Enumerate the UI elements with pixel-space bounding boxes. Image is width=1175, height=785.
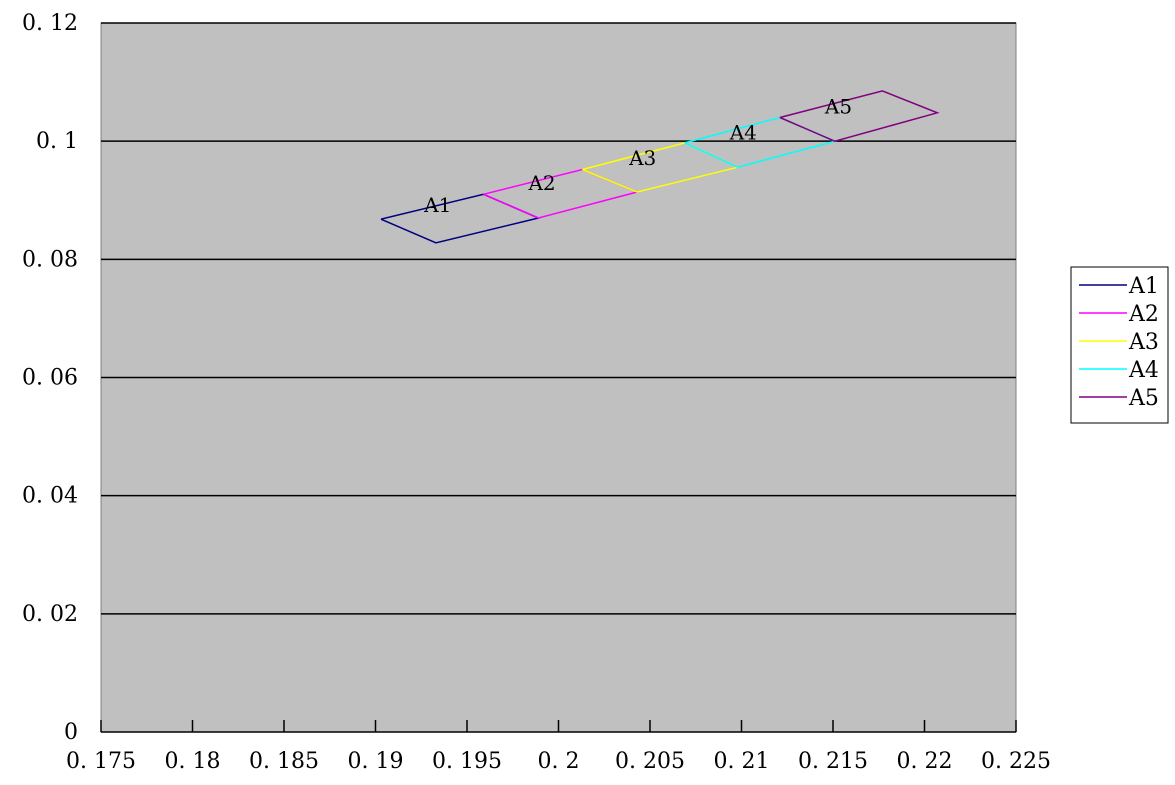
legend-label-a4: A4 <box>1128 358 1159 383</box>
x-tick-label: 0. 225 <box>981 749 1051 774</box>
region-label-a5: A5 <box>824 94 852 118</box>
x-tick-label: 0. 21 <box>714 749 770 774</box>
y-tick-label: 0 <box>64 720 78 745</box>
x-tick-label: 0. 175 <box>66 749 136 774</box>
legend: A1 A2 A3 A4 A5 <box>1070 266 1169 424</box>
region-label-a2: A2 <box>527 171 555 195</box>
y-tick-label: 0. 1 <box>36 129 78 154</box>
series-group <box>380 90 940 244</box>
x-tick-label: 0. 2 <box>538 749 580 774</box>
y-tick-label: 0. 08 <box>22 247 78 272</box>
x-tick-label: 0. 19 <box>348 749 404 774</box>
y-tick-label: 0. 04 <box>22 484 78 509</box>
axes: 0 0. 02 0. 04 0. 06 0. 08 0. 1 0. 12 0. 175 0. 1… <box>22 11 1051 774</box>
grid-lines <box>101 22 1016 615</box>
x-tick-label: 0. 185 <box>249 749 319 774</box>
region-labels: A1 A2 A3 A4 A5 <box>423 94 852 217</box>
region-label-a3: A3 <box>628 146 656 170</box>
legend-label-a1: A1 <box>1128 274 1159 299</box>
legend-label-a2: A2 <box>1128 302 1159 327</box>
region-label-a1: A1 <box>423 193 451 217</box>
legend-label-a5: A5 <box>1128 386 1159 411</box>
x-tick-label: 0. 205 <box>615 749 685 774</box>
y-tick-label: 0. 02 <box>22 602 78 627</box>
x-tick-label: 0. 18 <box>165 749 221 774</box>
legend-label-a3: A3 <box>1128 330 1159 355</box>
x-tick-label: 0. 195 <box>432 749 502 774</box>
region-label-a4: A4 <box>729 120 757 144</box>
x-tick-label: 0. 215 <box>798 749 868 774</box>
series-a5-line <box>779 90 940 142</box>
x-tick-label: 0. 22 <box>897 749 953 774</box>
y-tick-label: 0. 06 <box>22 366 78 391</box>
y-tick-label: 0. 12 <box>22 11 78 36</box>
